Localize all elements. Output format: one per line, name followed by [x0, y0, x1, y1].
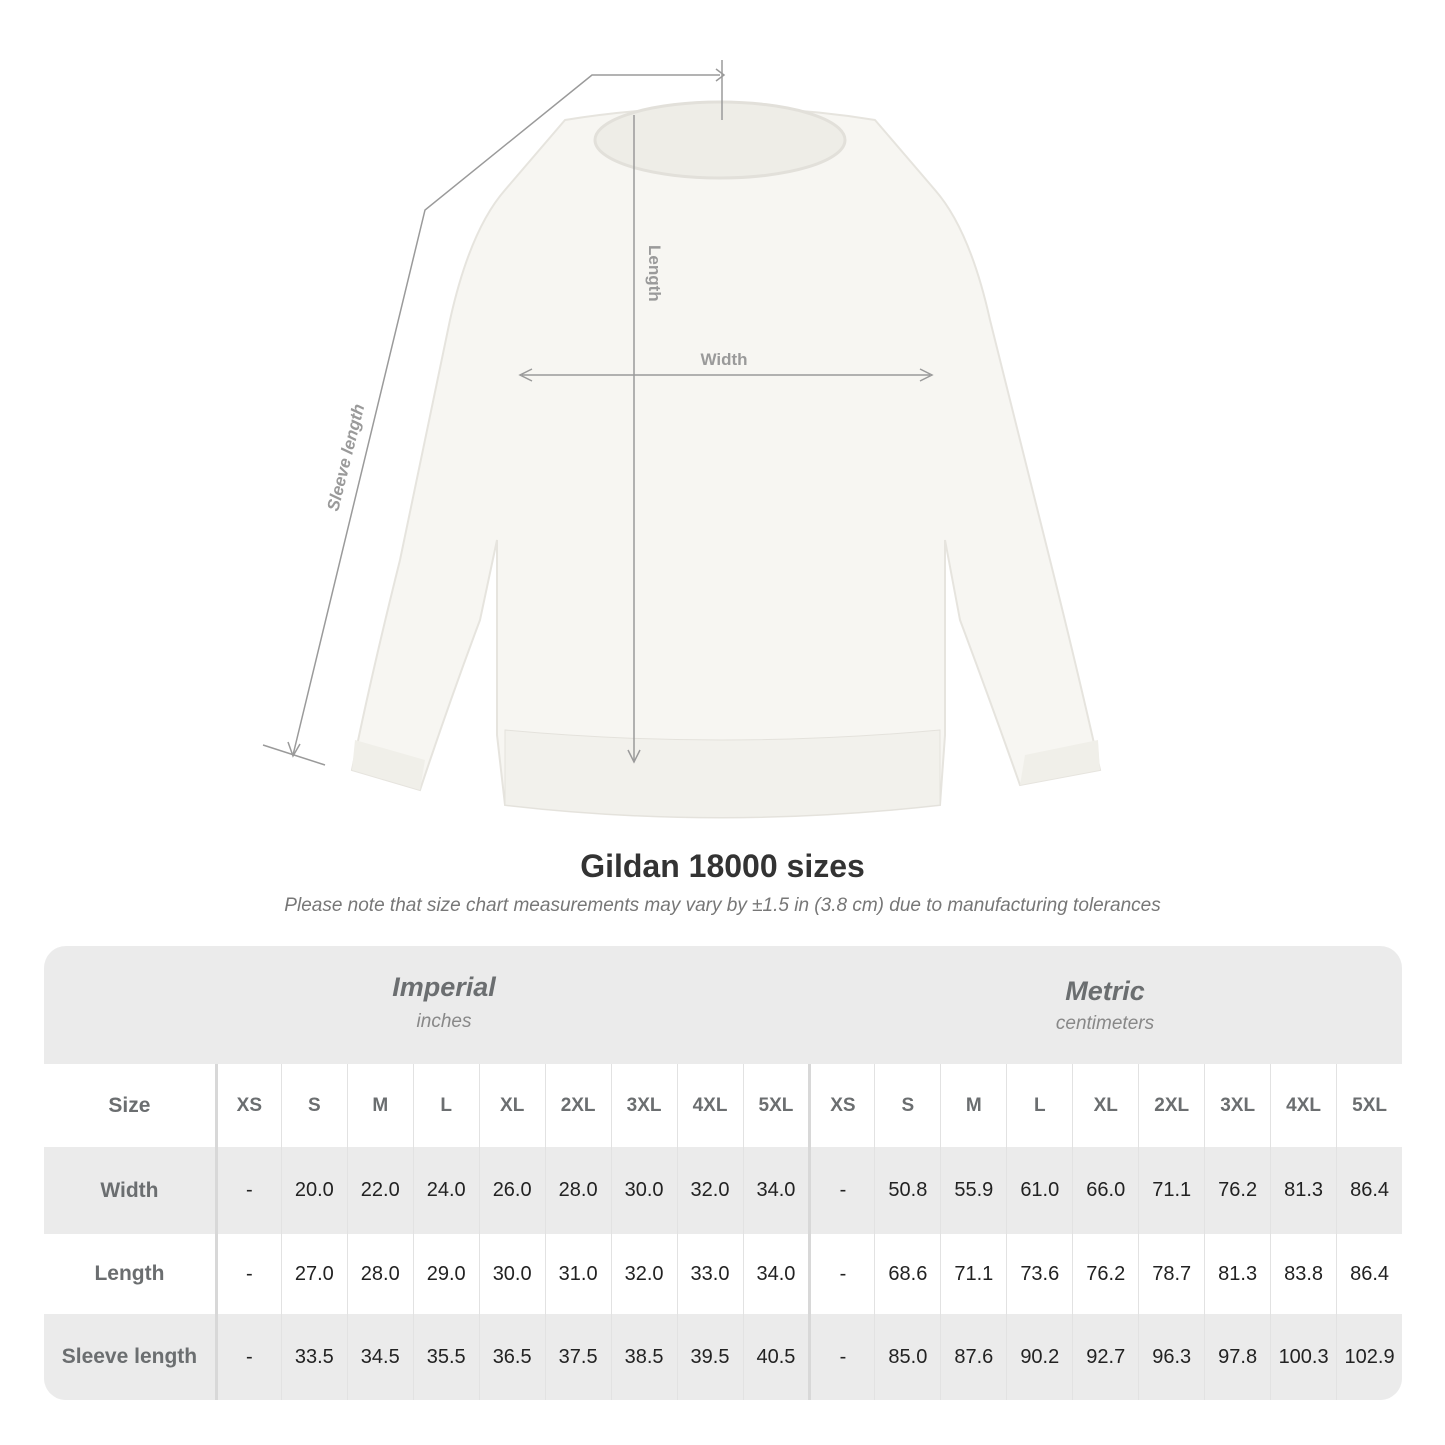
imperial-value-cell: 34.5	[346, 1314, 413, 1400]
metric-value-cell: -	[808, 1147, 874, 1234]
tolerance-note: Please note that size chart measurements…	[284, 895, 1161, 916]
metric-value-cell: 102.9	[1336, 1314, 1402, 1400]
metric-unit: centimeters	[1055, 1013, 1155, 1034]
imperial-value-cell: 26.0	[478, 1147, 545, 1234]
size-header-cell: S	[874, 1064, 940, 1147]
size-header-cell: 3XL	[610, 1064, 677, 1147]
imperial-value-cell: 37.5	[544, 1314, 611, 1400]
metric-value-cell: 68.6	[874, 1234, 940, 1314]
imperial-value-cell: -	[214, 1147, 281, 1234]
measurement-lines	[262, 60, 934, 766]
size-header-cell: 4XL	[1270, 1064, 1336, 1147]
size-header-cell: M	[940, 1064, 1006, 1147]
metric-value-cell: 90.2	[1006, 1314, 1072, 1400]
size-header-cell: 2XL	[1138, 1064, 1204, 1147]
imperial-value-cell: 33.0	[676, 1234, 743, 1314]
width-label: Width	[700, 350, 747, 369]
metric-value-cell: 87.6	[940, 1314, 1006, 1400]
imperial-value-cell: 36.5	[478, 1314, 545, 1400]
imperial-value-cell: 39.5	[676, 1314, 743, 1400]
chart-title: Gildan 18000 sizes	[580, 848, 865, 884]
size-header-cell: 4XL	[676, 1064, 743, 1147]
metric-value-cell: 83.8	[1270, 1234, 1336, 1314]
metric-value-cell: 71.1	[1138, 1147, 1204, 1234]
imperial-value-cell: 32.0	[676, 1147, 743, 1234]
size-header-cell: 2XL	[544, 1064, 611, 1147]
metric-label: Metric	[1065, 976, 1145, 1006]
metric-value-cell: 78.7	[1138, 1234, 1204, 1314]
size-header-cell: L	[1006, 1064, 1072, 1147]
imperial-value-cell: 30.0	[478, 1234, 545, 1314]
imperial-value-cell: 34.0	[742, 1147, 809, 1234]
metric-value-cell: -	[808, 1314, 874, 1400]
imperial-value-cell: 28.0	[544, 1147, 611, 1234]
metric-value-cell: 85.0	[874, 1314, 940, 1400]
imperial-value-cell: 30.0	[610, 1147, 677, 1234]
metric-value-cell: 76.2	[1072, 1234, 1138, 1314]
metric-value-cell: -	[808, 1234, 874, 1314]
metric-value-cell: 92.7	[1072, 1314, 1138, 1400]
imperial-value-cell: 22.0	[346, 1147, 413, 1234]
metric-value-cell: 100.3	[1270, 1314, 1336, 1400]
metric-value-cell: 86.4	[1336, 1147, 1402, 1234]
size-header-cell: S	[280, 1064, 347, 1147]
table-row: Length -27.0 28.0 29.0 30.0 31.0 32.0 33.0 34.0-…	[44, 1234, 1402, 1314]
metric-value-cell: 76.2	[1204, 1147, 1270, 1234]
imperial-value-cell: 24.0	[412, 1147, 479, 1234]
size-header-cell: XS	[808, 1064, 874, 1147]
imperial-value-cell: 35.5	[412, 1314, 479, 1400]
imperial-value-cell: 29.0	[412, 1234, 479, 1314]
imperial-value-cell: 40.5	[742, 1314, 809, 1400]
imperial-value-cell: -	[214, 1314, 281, 1400]
imperial-value-cell: 33.5	[280, 1314, 347, 1400]
metric-header: Metric centimeters	[808, 946, 1402, 1064]
imperial-value-cell: 28.0	[346, 1234, 413, 1314]
row-label: Length	[94, 1262, 165, 1285]
row-label: Width	[100, 1178, 159, 1202]
size-header-row: Size XS S M L XL 2XL 3XL 4XL 5XL XS S M L XL 2XL 3XL 4XL 5…	[44, 1064, 1402, 1147]
length-label: Length	[645, 245, 664, 302]
sleeve-length-label: Sleeve length	[323, 402, 368, 513]
metric-value-cell: 86.4	[1336, 1234, 1402, 1314]
imperial-value-cell: 20.0	[280, 1147, 347, 1234]
size-header-cell: XL	[478, 1064, 545, 1147]
imperial-value-cell: 27.0	[280, 1234, 347, 1314]
sweatshirt-illustration	[350, 100, 1102, 819]
table-row: Sleeve length -33.5 34.5 35.5 36.5 37.5 38.5 39…	[44, 1314, 1402, 1400]
metric-value-cell: 96.3	[1138, 1314, 1204, 1400]
imperial-value-cell: 38.5	[610, 1314, 677, 1400]
metric-value-cell: 66.0	[1072, 1147, 1138, 1234]
table-row: Width -20.0 22.0 24.0 26.0 28.0 30.0 32.0 34.0-5…	[44, 1147, 1402, 1234]
size-header-cell: XS	[214, 1064, 281, 1147]
metric-value-cell: 61.0	[1006, 1147, 1072, 1234]
metric-value-cell: 50.8	[874, 1147, 940, 1234]
imperial-value-cell: 31.0	[544, 1234, 611, 1314]
metric-value-cell: 73.6	[1006, 1234, 1072, 1314]
size-header-cell: XL	[1072, 1064, 1138, 1147]
size-table: Imperial inches Metric centimeters Size X…	[44, 946, 1402, 1400]
metric-value-cell: 97.8	[1204, 1314, 1270, 1400]
size-header-cell: 5XL	[1336, 1064, 1402, 1147]
metric-value-cell: 55.9	[940, 1147, 1006, 1234]
row-label: Sleeve length	[61, 1345, 198, 1368]
imperial-value-cell: 34.0	[742, 1234, 809, 1314]
size-header-cell: L	[412, 1064, 479, 1147]
imperial-unit: inches	[416, 1011, 472, 1032]
size-header-cell: M	[346, 1064, 413, 1147]
metric-value-cell: 81.3	[1204, 1234, 1270, 1314]
row-label: Size	[108, 1093, 151, 1117]
metric-value-cell: 71.1	[940, 1234, 1006, 1314]
sweatshirt-measurement-diagram: Length Width Sleeve length	[262, 60, 1102, 819]
size-header-cell: 3XL	[1204, 1064, 1270, 1147]
metric-value-cell: 81.3	[1270, 1147, 1336, 1234]
imperial-label: Imperial	[392, 972, 496, 1002]
imperial-value-cell: -	[214, 1234, 281, 1314]
imperial-value-cell: 32.0	[610, 1234, 677, 1314]
size-header-cell: 5XL	[742, 1064, 809, 1147]
imperial-header: Imperial inches	[44, 946, 844, 1064]
